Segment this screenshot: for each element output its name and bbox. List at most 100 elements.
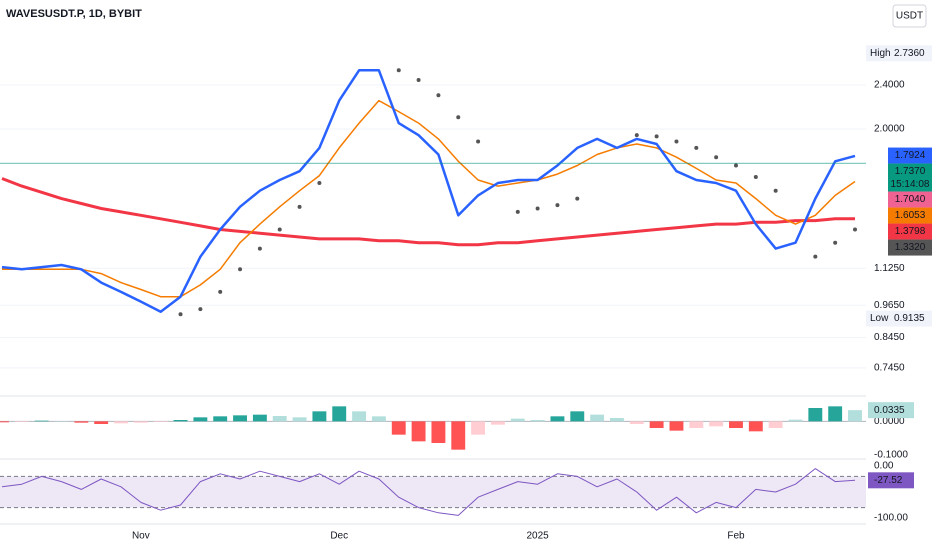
sar-dot	[733, 163, 738, 168]
sar-dot	[853, 227, 857, 232]
indicator-line	[1, 69, 856, 313]
y-tick-label: 0.00	[874, 461, 894, 472]
histogram-bar	[272, 416, 287, 422]
price-label-box	[888, 223, 932, 240]
histogram-bar	[629, 421, 644, 424]
sar-dot	[714, 155, 719, 160]
price-label: 1.7370	[895, 166, 926, 177]
oscillator-band	[0, 476, 866, 508]
histogram-bar	[14, 421, 29, 422]
high-value: 2.7360	[894, 48, 925, 59]
sar-dot	[833, 240, 838, 245]
sar-dot	[238, 267, 243, 272]
histogram-bar	[193, 417, 208, 422]
histogram-bar	[709, 421, 724, 427]
last-value-box	[868, 472, 914, 489]
price-label-box	[888, 147, 932, 164]
sar-dot	[773, 188, 778, 193]
histogram-bar	[590, 414, 605, 422]
histogram-bar	[471, 421, 486, 435]
last-value-label: -27.52	[874, 475, 903, 486]
histogram-bar	[431, 421, 446, 443]
price-label-box	[888, 163, 932, 192]
histogram-bar	[610, 418, 624, 422]
y-tick-label: 1.1250	[874, 263, 905, 274]
sar-dot	[396, 68, 401, 73]
low-value: 0.9135	[894, 313, 925, 324]
histogram-bar	[94, 421, 109, 424]
price-label-box	[888, 207, 932, 224]
histogram-bar	[669, 421, 684, 431]
sar-dot	[753, 175, 758, 180]
sar-dot	[634, 133, 639, 138]
x-tick-label: Feb	[727, 531, 745, 542]
price-label: 1.6053	[895, 210, 926, 221]
histogram-bar	[292, 417, 307, 422]
histogram-bar	[689, 421, 704, 428]
histogram-bar	[451, 421, 466, 450]
x-tick-label: 2025	[526, 531, 549, 542]
oscillator-line	[1, 468, 856, 516]
last-value-box	[868, 402, 914, 419]
histogram-bar	[729, 421, 743, 428]
sar-dot	[555, 203, 560, 208]
histogram-bar	[233, 415, 247, 422]
y-tick-label: 2.0000	[874, 124, 905, 135]
symbol-title: WAVESUSDT.P, 1D, BYBIT	[6, 8, 142, 20]
sar-dot	[178, 312, 183, 317]
histogram-bar	[213, 416, 228, 422]
countdown-label: 15:14:08	[891, 179, 930, 190]
currency-label[interactable]: USDT	[896, 11, 923, 22]
histogram-bar	[649, 421, 664, 428]
histogram-bar	[848, 410, 862, 422]
price-label: 1.7040	[895, 194, 926, 205]
histogram-bar	[133, 421, 148, 423]
sar-dot	[535, 206, 540, 211]
histogram-bar	[371, 416, 386, 422]
histogram-bar	[312, 411, 327, 422]
histogram-bar	[550, 416, 565, 422]
histogram-bar	[114, 421, 128, 424]
currency-button[interactable]	[892, 4, 927, 28]
sar-dot	[575, 196, 580, 201]
histogram-bar	[332, 406, 347, 422]
histogram-bar	[352, 411, 367, 422]
price-label-box	[888, 191, 932, 208]
y-tick-label: -0.1000	[874, 449, 908, 460]
histogram-bar	[768, 421, 783, 428]
histogram-bar	[530, 420, 545, 422]
low-text: Low	[870, 313, 889, 324]
y-tick-label: -100.00	[874, 513, 908, 524]
histogram-bar	[510, 418, 525, 422]
price-label: 1.3798	[895, 226, 926, 237]
sar-dot	[813, 254, 818, 259]
histogram-bar	[252, 414, 267, 422]
histogram-bar	[153, 421, 168, 422]
indicator-line	[2, 99, 856, 298]
sar-dot	[476, 139, 481, 144]
sar-dot	[436, 93, 441, 98]
y-tick-label: 0.9650	[874, 300, 905, 311]
sar-dot	[456, 115, 461, 120]
price-label: 1.7924	[895, 150, 926, 161]
histogram-bar	[34, 420, 49, 422]
histogram-bar	[490, 421, 505, 425]
sar-dot	[218, 289, 223, 294]
sar-dot	[654, 134, 659, 139]
histogram-bar	[570, 411, 585, 422]
histogram-bar	[173, 420, 188, 422]
histogram-bar	[788, 419, 803, 422]
sar-dot	[416, 77, 421, 82]
low-box	[866, 310, 932, 327]
histogram-bar	[808, 408, 823, 422]
sar-dot	[297, 204, 302, 209]
histogram-bar	[0, 421, 9, 423]
price-label-box	[888, 239, 932, 256]
histogram-bar	[74, 421, 89, 423]
histogram-bar	[411, 421, 426, 442]
sar-dot	[257, 246, 262, 251]
indicator-line	[1, 177, 855, 247]
sar-dot	[317, 181, 322, 186]
x-tick-label: Nov	[132, 531, 150, 542]
